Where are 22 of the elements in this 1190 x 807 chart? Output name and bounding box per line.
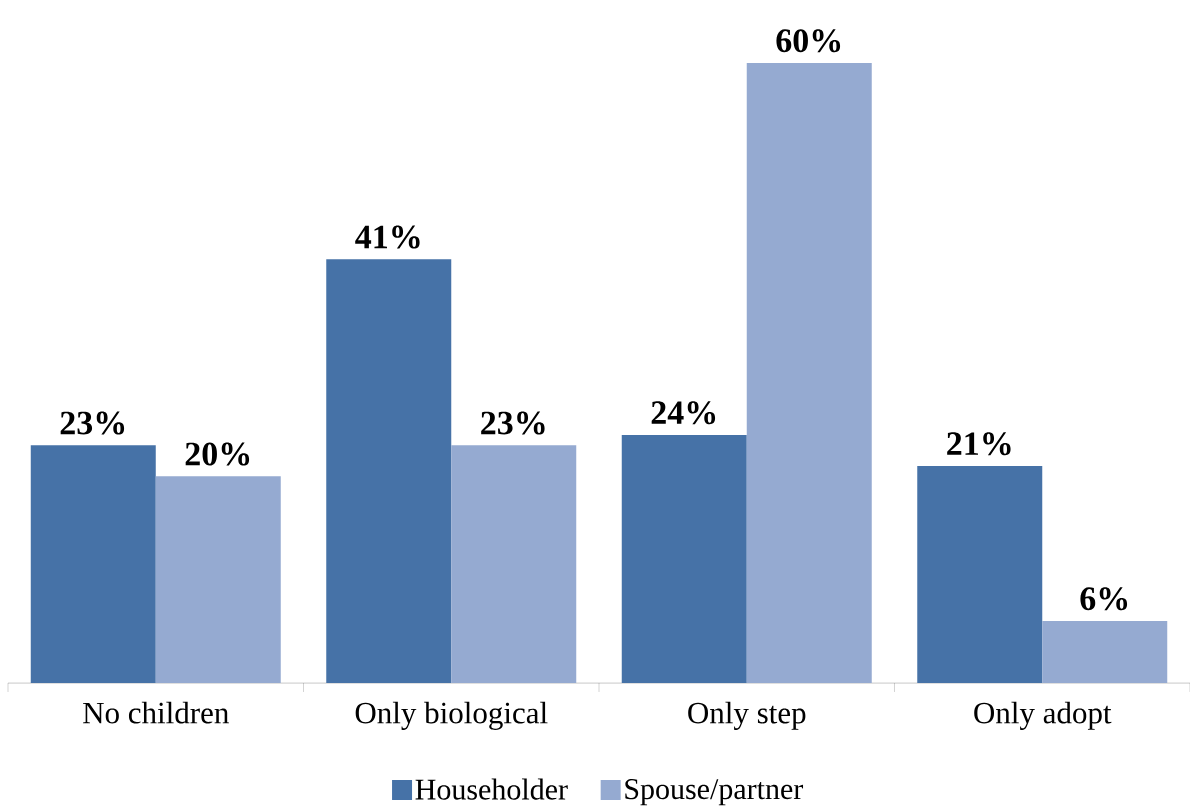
legend-label: Householder — [415, 778, 568, 800]
legend-label: Spouse/partner — [625, 779, 804, 806]
bar — [451, 445, 577, 683]
bar — [155, 476, 281, 683]
bar — [621, 434, 747, 683]
bar — [326, 259, 452, 683]
data-label: 60% — [776, 29, 841, 53]
data-label: 23% — [481, 411, 545, 435]
data-label: 41% — [355, 225, 420, 249]
data-label: 23% — [60, 411, 125, 435]
x-tick-label: Only adopt — [974, 701, 1112, 730]
data-label: 20% — [185, 442, 250, 466]
bar — [917, 465, 1043, 683]
bar — [746, 62, 872, 683]
data-label: 24% — [651, 401, 716, 425]
data-label: 21% — [947, 432, 1011, 456]
bar — [30, 445, 156, 683]
data-label: 6% — [1080, 587, 1128, 611]
x-tick-label: No children — [83, 701, 229, 724]
x-tick-label: Only biological — [355, 701, 548, 730]
x-tick-label: Only step — [688, 701, 806, 730]
bar — [1042, 620, 1168, 683]
